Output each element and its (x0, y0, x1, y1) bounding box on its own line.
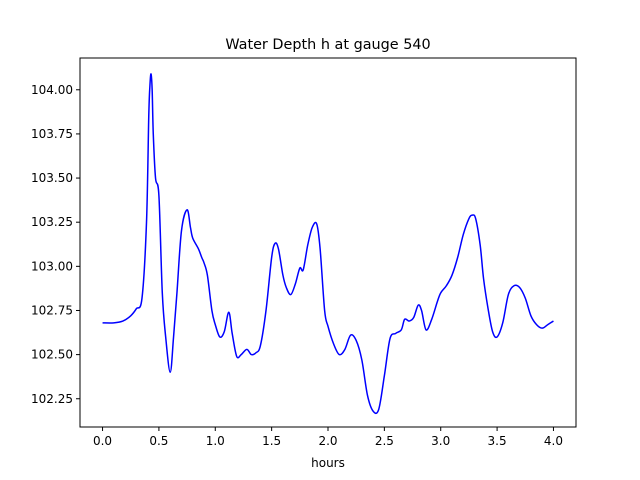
y-tick-label: 103.00 (31, 259, 73, 273)
y-axis-ticks: 102.25 102.50 102.75 103.00 103.25 103.50 103.… (31, 83, 80, 406)
x-axis-ticks: 0.0 0.5 1.0 1.5 2.0 2.5 3.0 3.5 4.0 (93, 427, 563, 448)
y-tick-label: 102.25 (31, 392, 73, 406)
axes-frame (79, 57, 577, 428)
y-tick-label: 102.75 (31, 303, 73, 317)
y-tick-label: 102.50 (31, 348, 73, 362)
plot-lines (102, 73, 554, 415)
x-tick-label: 3.5 (488, 434, 507, 448)
y-tick-label: 103.50 (31, 171, 73, 185)
x-tick-label: 0.0 (93, 434, 112, 448)
y-tick-label: 103.25 (31, 215, 73, 229)
x-tick-label: 2.0 (318, 434, 337, 448)
y-tick-label: 103.75 (31, 127, 73, 141)
x-tick-label: 4.0 (544, 434, 563, 448)
x-tick-label: 3.0 (431, 434, 450, 448)
x-axis-label: hours (311, 456, 345, 470)
y-tick-label: 104.00 (31, 83, 73, 97)
x-tick-label: 0.5 (149, 434, 168, 448)
x-tick-label: 1.0 (206, 434, 225, 448)
x-tick-label: 1.5 (262, 434, 281, 448)
x-tick-label: 2.5 (375, 434, 394, 448)
series-line (102, 73, 554, 415)
chart-title: Water Depth h at gauge 540 (225, 37, 430, 53)
